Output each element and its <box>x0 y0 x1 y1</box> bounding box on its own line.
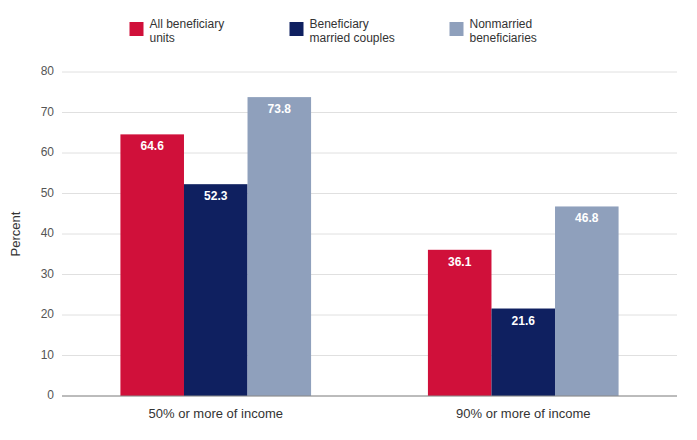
grid-line <box>62 396 677 397</box>
y-axis-label: Percent <box>8 211 23 256</box>
data-labels: 64.6 36.1 52.3 21.6 73.8 46.8 <box>141 102 599 327</box>
grid-line <box>62 112 677 113</box>
chart-container: 0 10 20 30 40 50 60 70 80 Percent 64.6 36.1 52.3 21.6… <box>0 0 697 440</box>
data-label: 21.6 <box>512 314 536 328</box>
legend-label: Beneficiarymarried couples <box>310 17 395 45</box>
y-tick-label: 80 <box>41 64 55 78</box>
data-label: 52.3 <box>204 189 228 203</box>
y-axis: 0 10 20 30 40 50 60 70 80 <box>41 64 55 402</box>
bar <box>428 250 492 396</box>
y-tick-label: 30 <box>41 267 55 281</box>
data-label: 36.1 <box>448 255 472 269</box>
legend-label-line: married couples <box>310 31 395 45</box>
data-label: 46.8 <box>575 211 599 225</box>
y-tick-label: 0 <box>47 388 54 402</box>
grid <box>62 72 677 396</box>
bar <box>491 309 555 396</box>
legend-label: All beneficiaryunits <box>150 17 225 45</box>
legend-label-line: Nonmarried <box>470 17 533 31</box>
bar <box>184 184 248 396</box>
x-axis: 50% or more of income 90% or more of inco… <box>149 406 591 421</box>
y-tick-label: 10 <box>41 348 55 362</box>
data-label: 64.6 <box>141 139 165 153</box>
x-tick-label: 50% or more of income <box>149 406 283 421</box>
bar <box>555 206 619 396</box>
legend-label-line: Beneficiary <box>310 17 369 31</box>
y-tick-label: 60 <box>41 145 55 159</box>
bar <box>248 97 312 396</box>
x-axis-line <box>62 396 677 397</box>
bars <box>120 97 618 396</box>
legend-label: Nonmarriedbeneficiaries <box>470 17 537 45</box>
chart: 0 10 20 30 40 50 60 70 80 Percent 64.6 36.1 52.3 21.6… <box>0 0 697 440</box>
legend-swatch <box>290 22 304 36</box>
legend-label-line: beneficiaries <box>470 31 537 45</box>
x-tick-label: 90% or more of income <box>456 406 590 421</box>
data-label: 73.8 <box>268 102 292 116</box>
y-tick-label: 70 <box>41 105 55 119</box>
y-tick-label: 40 <box>41 226 55 240</box>
legend: All beneficiaryunits Beneficiarymarried c… <box>130 17 537 45</box>
legend-swatch <box>130 22 144 36</box>
y-tick-label: 50 <box>41 186 55 200</box>
legend-label-line: All beneficiary <box>150 17 225 31</box>
legend-swatch <box>450 22 464 36</box>
bar <box>120 134 184 396</box>
grid-line <box>62 72 677 73</box>
y-tick-label: 20 <box>41 307 55 321</box>
legend-label-line: units <box>150 31 175 45</box>
